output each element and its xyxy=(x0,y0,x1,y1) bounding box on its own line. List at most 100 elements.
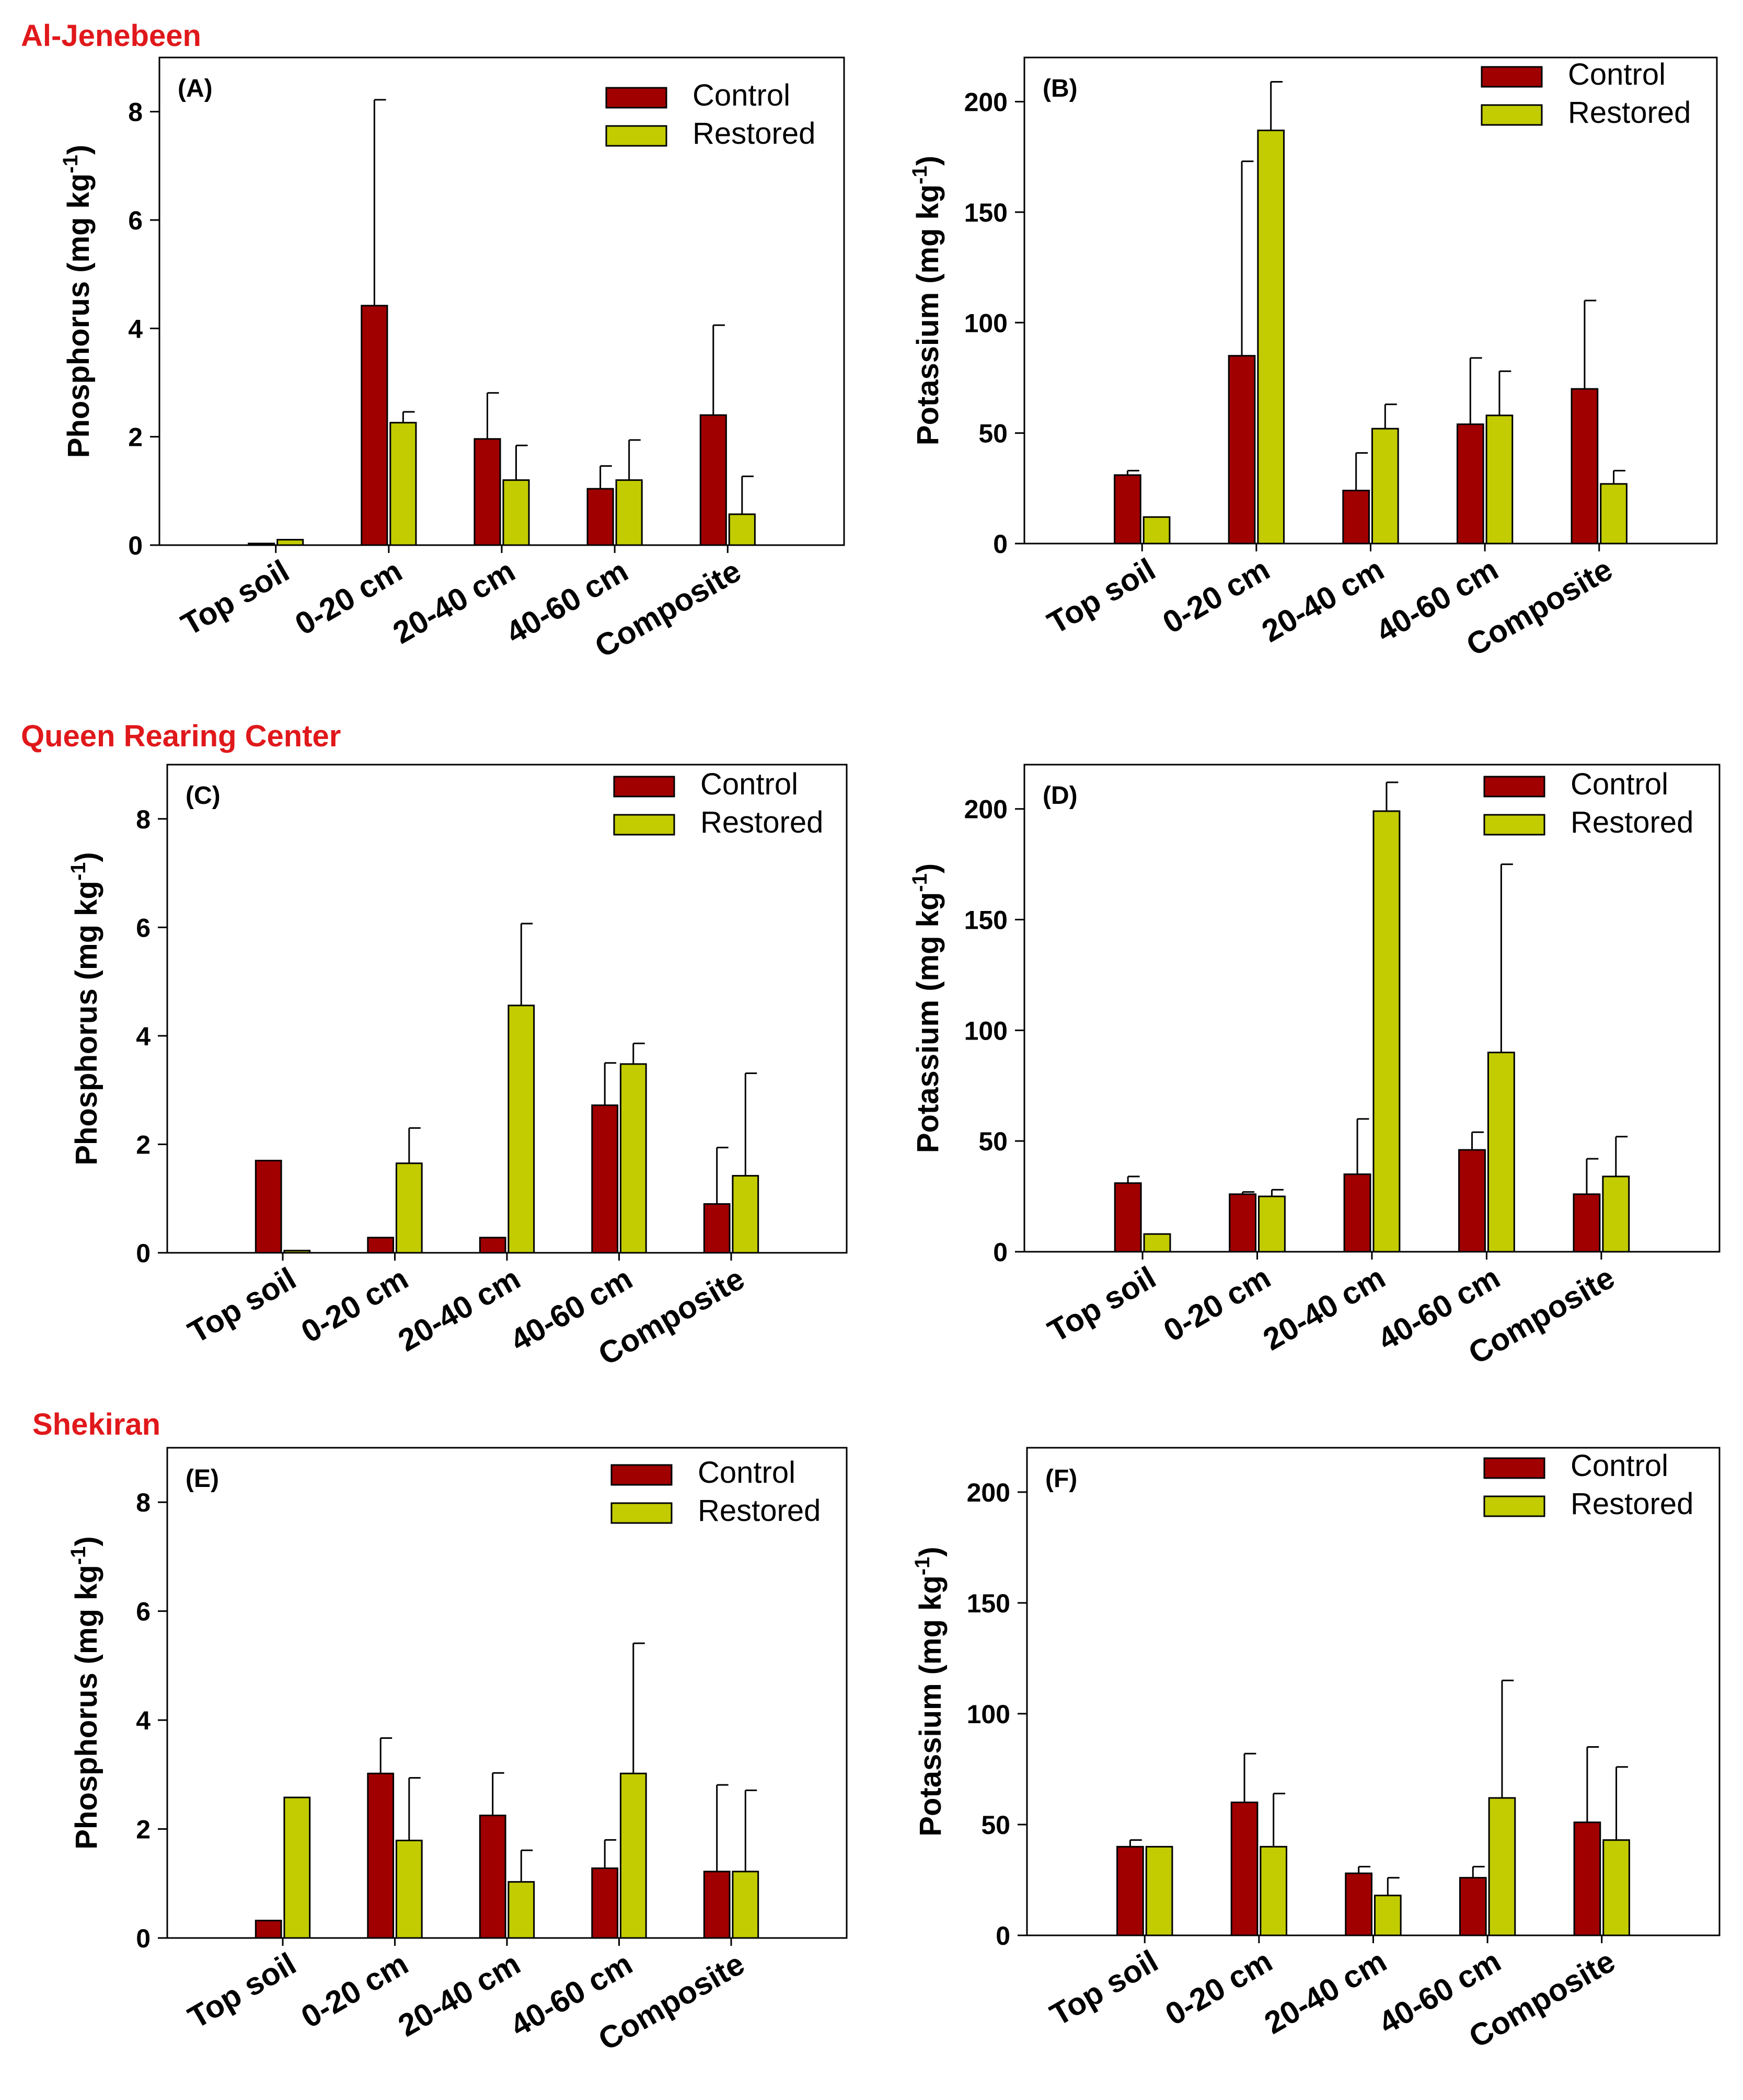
site-title: Shekiran xyxy=(32,1407,160,1441)
bar-control-3 xyxy=(1345,1872,1373,1936)
legend-swatch-restored xyxy=(1483,1495,1545,1517)
legend-swatch-restored xyxy=(1483,814,1545,836)
legend-swatch-control xyxy=(1483,1457,1545,1479)
y-axis-title-exponent: -1 xyxy=(911,1557,934,1576)
bar-control-2 xyxy=(367,1237,395,1254)
y-axis-title: Potassium (mg kg-1) xyxy=(908,156,945,445)
y-tick-label: 8 xyxy=(136,1488,151,1517)
legend-label-control: Control xyxy=(698,1456,795,1490)
category-label: Top soil xyxy=(182,1946,302,2035)
bar-control-5 xyxy=(1573,1193,1601,1253)
bar-restored-5 xyxy=(732,1871,759,1939)
y-tick-label: 200 xyxy=(964,795,1008,824)
legend-label-restored: Restored xyxy=(700,805,823,839)
y-tick-label: 0 xyxy=(136,1239,151,1268)
legend-label-restored: Restored xyxy=(698,1494,821,1528)
legend-swatch-control xyxy=(613,776,675,798)
bar-control-1 xyxy=(1114,474,1141,545)
y-tick-label: 100 xyxy=(964,308,1008,338)
bar-control-4 xyxy=(586,488,614,546)
bar-restored-3 xyxy=(507,1005,535,1254)
bar-restored-3 xyxy=(1373,1895,1402,1936)
y-axis-title-close: ) xyxy=(70,1536,103,1546)
category-label: Top soil xyxy=(1042,1260,1162,1349)
legend-swatch-control xyxy=(610,1464,673,1486)
y-axis-title-main: Potassium (mg kg xyxy=(911,892,945,1153)
bar-restored-2 xyxy=(395,1839,423,1939)
panel-label: (D) xyxy=(1043,782,1078,810)
bar-control-3 xyxy=(474,438,501,546)
y-tick-label: 100 xyxy=(967,1700,1010,1729)
y-tick-label: 100 xyxy=(964,1016,1008,1045)
legend-label-restored: Restored xyxy=(1571,805,1693,839)
legend-swatch-restored xyxy=(610,1502,673,1524)
bar-control-5 xyxy=(699,414,727,546)
y-tick-label: 8 xyxy=(136,805,151,834)
y-axis-title-exponent: -1 xyxy=(908,873,931,892)
bar-control-4 xyxy=(591,1104,619,1254)
y-tick-label: 150 xyxy=(964,906,1008,935)
y-tick-label: 50 xyxy=(981,1810,1010,1840)
y-tick-label: 0 xyxy=(993,1238,1008,1267)
bar-restored-3 xyxy=(502,479,530,546)
bar-restored-2 xyxy=(1257,130,1285,545)
y-tick-label: 2 xyxy=(128,423,143,452)
legend-label-control: Control xyxy=(1568,57,1666,91)
bar-control-4 xyxy=(591,1867,619,1939)
category-label: 20-40 cm xyxy=(393,1946,526,2043)
bar-restored-2 xyxy=(395,1162,423,1254)
legend-label-restored: Restored xyxy=(1571,1487,1693,1521)
y-tick-label: 0 xyxy=(136,1924,151,1953)
legend-swatch-control xyxy=(1483,776,1545,798)
y-tick-label: 2 xyxy=(136,1815,151,1844)
bar-restored-4 xyxy=(619,1772,647,1939)
category-label: 20-40 cm xyxy=(387,553,521,650)
bar-restored-1 xyxy=(1142,516,1171,545)
category-label: Top soil xyxy=(1042,551,1161,641)
bar-control-3 xyxy=(1343,1173,1371,1253)
bar-restored-3 xyxy=(507,1881,535,1939)
y-axis-title-close: ) xyxy=(70,852,103,862)
panel-label: (E) xyxy=(186,1465,219,1493)
bar-control-2 xyxy=(367,1772,395,1939)
y-tick-label: 8 xyxy=(128,98,143,127)
y-tick-label: 150 xyxy=(967,1589,1010,1618)
bar-control-2 xyxy=(1229,1193,1257,1253)
y-axis-title-exponent: -1 xyxy=(908,166,931,184)
y-axis-title-main: Potassium (mg kg xyxy=(911,184,945,446)
y-tick-label: 4 xyxy=(136,1022,151,1051)
bar-restored-4 xyxy=(1487,1052,1515,1253)
bar-restored-4 xyxy=(1485,414,1514,545)
y-tick-label: 150 xyxy=(964,198,1008,227)
y-axis-title-close: ) xyxy=(911,863,945,873)
y-tick-label: 6 xyxy=(136,1597,151,1626)
bar-restored-2 xyxy=(1260,1845,1288,1936)
bar-restored-2 xyxy=(389,422,417,546)
category-label: 20-40 cm xyxy=(1256,551,1390,649)
legend-swatch-restored xyxy=(1481,104,1543,126)
bar-control-3 xyxy=(1342,490,1370,545)
y-tick-label: 0 xyxy=(128,531,143,560)
bar-control-1 xyxy=(1114,1182,1142,1253)
y-axis-title: Phosphorus (mg kg-1) xyxy=(67,1536,103,1849)
bar-control-1 xyxy=(255,1920,282,1939)
y-axis-title-exponent: -1 xyxy=(67,862,90,881)
y-axis-title-exponent: -1 xyxy=(67,1547,90,1565)
category-label: 0-20 cm xyxy=(1159,1943,1278,2032)
panel-label: (C) xyxy=(186,782,221,810)
bar-control-4 xyxy=(1458,1149,1486,1253)
category-label: 20-40 cm xyxy=(1259,1943,1392,2040)
bar-control-1 xyxy=(1116,1845,1144,1936)
category-label: 0-20 cm xyxy=(1157,551,1275,640)
legend-swatch-control xyxy=(1481,66,1543,88)
y-tick-label: 50 xyxy=(978,1127,1008,1156)
category-label: 0-20 cm xyxy=(295,1946,414,2035)
bar-restored-1 xyxy=(283,1796,311,1939)
bar-restored-4 xyxy=(619,1063,647,1254)
bar-restored-1 xyxy=(276,539,304,546)
